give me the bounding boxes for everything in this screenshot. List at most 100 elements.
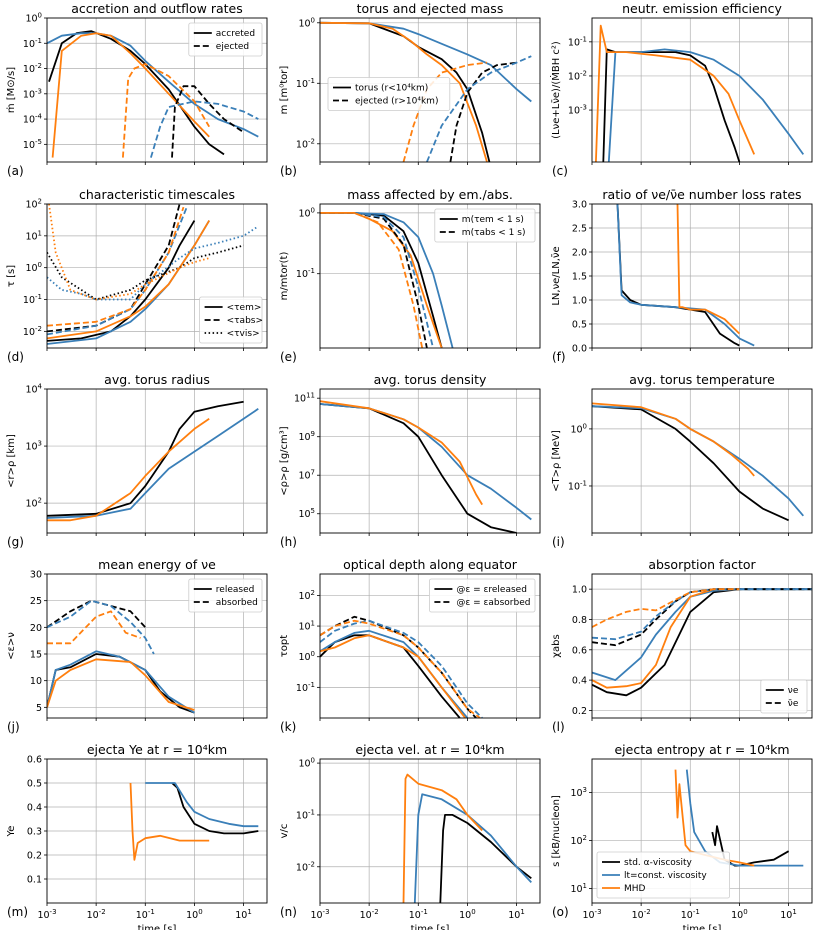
series-group	[320, 212, 454, 348]
x-tick-label: 10-3	[37, 908, 56, 921]
x-axis-label: time [s]	[683, 924, 722, 930]
x-tick-label: 10-1	[136, 908, 155, 921]
series-mhd-dashed	[47, 610, 141, 645]
series-const-solid	[47, 408, 259, 519]
y-tick-label: 10-1	[568, 479, 587, 492]
legend-label: νe	[788, 686, 799, 696]
panel-o: 101 102 103 10-3 10-2 10-1 100 101 time [s] eject…	[551, 742, 813, 930]
x-tick-label: 100	[186, 908, 203, 921]
legend-label: <τem>	[227, 303, 262, 313]
panel-label: (o)	[552, 905, 569, 919]
y-axis-label: <ε>ν	[6, 632, 17, 660]
legend-label: m(τem < 1 s)	[462, 215, 524, 225]
grid	[592, 389, 812, 533]
legend-label: MHD	[624, 884, 646, 894]
panel-label: (f)	[552, 350, 566, 364]
grid	[320, 389, 540, 533]
grid	[47, 574, 267, 718]
series-mhd-dashed	[320, 619, 481, 718]
y-tick-label: 0.4	[572, 676, 587, 687]
y-tick-label: 2.5	[572, 224, 587, 235]
plot-frame	[319, 388, 541, 534]
grid	[592, 204, 812, 348]
legend-box	[428, 578, 536, 613]
y-tick-label: 101	[298, 620, 315, 633]
panel-label: (n)	[280, 905, 297, 919]
y-tick-label: 100	[25, 12, 42, 25]
series-std-solid	[171, 782, 259, 835]
plot-frame	[46, 388, 268, 534]
panel-title: mass affected by em./abs.	[347, 187, 513, 202]
y-tick-label: 103	[25, 440, 42, 453]
y-tick-label: 102	[570, 834, 587, 847]
legend-box	[188, 22, 263, 57]
y-tick-label: 109	[298, 430, 315, 443]
series-const-solid	[145, 782, 259, 828]
series-std-solid	[320, 634, 461, 718]
legend: <τem> <τabs> <τvis>	[199, 296, 263, 344]
series-std-dashed	[449, 61, 517, 162]
panel-title: ejecta vel. at r = 10⁴km	[355, 742, 504, 757]
series-mhd-solid	[676, 204, 741, 335]
y-tick-label: 1.0	[572, 585, 587, 596]
series-mhd-solid	[129, 782, 210, 861]
series-std-dashed	[592, 588, 812, 647]
series-std-solid	[48, 30, 225, 156]
y-tick-label: 0.0	[572, 344, 587, 355]
x-axis-label: time [s]	[138, 924, 177, 930]
panel-title: avg. torus radius	[104, 372, 210, 387]
series-const-solid	[47, 650, 195, 714]
y-tick-label: 10-2	[23, 325, 42, 338]
y-tick-label: 102	[25, 198, 42, 211]
y-tick-label: 30	[30, 570, 42, 581]
series-std-solid	[320, 21, 491, 162]
y-tick-label: 2.0	[572, 248, 587, 259]
y-tick-label: 100	[298, 206, 315, 219]
series-const-solid	[47, 220, 210, 345]
series-mhd-solid	[51, 32, 210, 158]
y-axis-label: χabs	[551, 634, 562, 657]
series-mhd-solid	[592, 402, 755, 477]
series-const-dashed	[592, 588, 812, 641]
series-const-solid	[47, 32, 259, 138]
y-tick-label: 101	[570, 882, 587, 895]
panel-title: optical depth along equator	[343, 557, 518, 572]
y-tick-label: 0.1	[27, 875, 42, 886]
series-group	[320, 21, 532, 162]
legend-box	[434, 208, 536, 243]
panel-label: (m)	[7, 905, 28, 919]
series-std-dotted	[47, 244, 244, 301]
panel-title: ejecta Ye at r = 10⁴km	[87, 742, 227, 757]
y-tick-label: 0.2	[572, 706, 587, 717]
y-tick-label: 10-1	[568, 35, 587, 48]
y-tick-label: 5	[36, 703, 42, 714]
y-axis-label: m/mtor(t)	[279, 252, 290, 301]
y-tick-label: 10-1	[296, 77, 315, 90]
plot-frame	[591, 388, 813, 534]
y-tick-label: 10-4	[23, 113, 43, 126]
y-tick-label: 1.0	[572, 296, 587, 307]
legend-box	[188, 578, 263, 613]
y-tick-label: 0.3	[27, 827, 42, 838]
y-axis-label: s [kB/nucleon]	[551, 795, 562, 867]
series-mhd-dashed	[47, 206, 185, 327]
panel-j: 5 10 15 20 25 30 mean energy of νe <ε>ν (j) relea…	[6, 557, 268, 734]
y-tick-label: 10-2	[296, 137, 315, 150]
panel-label: (k)	[280, 720, 296, 734]
series-group	[616, 204, 755, 347]
panel-title: ratio of νe/ν̄e number loss rates	[602, 187, 801, 202]
panel-title: torus and ejected mass	[357, 1, 504, 16]
panel-h: 105 107 109 1011 avg. torus density <ρ>ρ [g/c…	[279, 372, 541, 549]
y-tick-label: 105	[298, 507, 315, 520]
legend: @ε = εreleased @ε = εabsorbed	[428, 578, 536, 613]
y-tick-label: 0.4	[27, 803, 42, 814]
series-group	[402, 773, 532, 903]
panel-e: 10-1 100 mass affected by em./abs. m/mtor(t…	[279, 187, 541, 364]
y-tick-label: 104	[25, 383, 42, 396]
y-tick-label: 0.6	[27, 755, 42, 766]
x-tick-label: 100	[459, 908, 476, 921]
x-tick-label: 10-2	[87, 908, 106, 921]
x-tick-label: 10-2	[632, 908, 651, 921]
series-std-solid	[592, 588, 812, 697]
